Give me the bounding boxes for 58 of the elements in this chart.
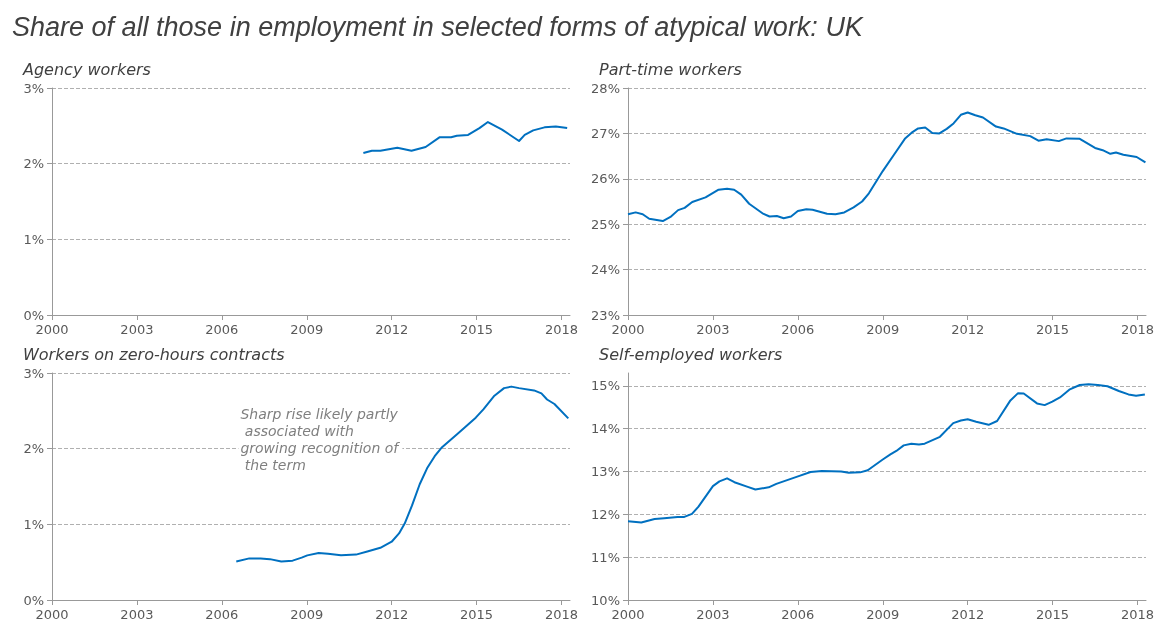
line-series [235,385,570,563]
x-tick-label: 2015 [460,322,494,337]
y-tick-label: 25% [591,216,620,232]
x-tick-label: 2000 [611,322,645,337]
y-tick-label: 13% [591,464,620,480]
x-tick-label: 2009 [290,607,324,622]
x-tick-label: 2003 [120,322,154,337]
chart-subtitle: Part-time workers [599,59,742,79]
y-tick-label: 10% [591,592,620,608]
x-tick-label: 2012 [951,607,985,622]
y-tick-label: 15% [591,378,620,394]
line-series [627,383,1146,524]
y-tick-label: 23% [591,307,620,323]
y-tick-label: 0% [23,307,44,323]
y-tick-label: 2% [23,441,44,457]
chart-subtitle: Self-employed workers [599,344,783,364]
y-tick-label: 2% [23,156,44,172]
x-tick-label: 2009 [290,322,324,337]
x-tick-label: 2018 [544,607,579,622]
x-tick-label: 2015 [1036,322,1070,337]
y-tick-label: 28% [591,80,620,96]
x-tick-label: 2012 [951,322,985,337]
x-tick-label: 2012 [375,607,409,622]
x-tick-label: 2006 [781,607,815,622]
x-tick-label: 2003 [696,322,730,337]
y-tick-label: 12% [591,506,620,522]
x-tick-label: 2009 [866,322,900,337]
y-tick-label: 26% [591,171,620,187]
x-tick-label: 2000 [35,607,69,622]
y-tick-label: 1% [23,231,44,247]
x-tick-label: 2000 [611,607,645,622]
line-series [362,121,569,155]
x-tick-label: 2018 [1120,322,1155,337]
x-tick-label: 2009 [866,607,900,622]
y-tick-label: 14% [591,421,620,437]
x-tick-label: 2006 [205,322,239,337]
line-series [627,111,1147,223]
x-tick-label: 2006 [205,607,239,622]
x-tick-label: 2006 [781,322,815,337]
x-tick-label: 2015 [1036,607,1070,622]
y-tick-label: 0% [23,592,44,608]
chart-title: Share of all those in employment in selected forms of atypical work: UK [11,11,865,44]
x-tick-label: 2015 [460,607,494,622]
chart-subtitle: Agency workers [22,59,151,79]
y-tick-label: 24% [591,262,620,278]
x-tick-label: 2018 [544,322,579,337]
chart-subtitle: Workers on zero-hours contracts [23,344,285,364]
x-tick-label: 2012 [375,322,409,337]
y-tick-label: 11% [591,549,620,565]
y-tick-label: 1% [23,516,44,532]
x-tick-label: 2000 [35,322,69,337]
x-tick-label: 2003 [120,607,154,622]
x-tick-label: 2018 [1120,607,1155,622]
x-tick-label: 2003 [696,607,730,622]
annotation: Sharp rise likely partly associated with growing recognition of the term [240,405,401,473]
y-tick-label: 3% [23,80,44,96]
y-tick-label: 3% [23,365,44,381]
y-tick-label: 27% [591,125,620,141]
